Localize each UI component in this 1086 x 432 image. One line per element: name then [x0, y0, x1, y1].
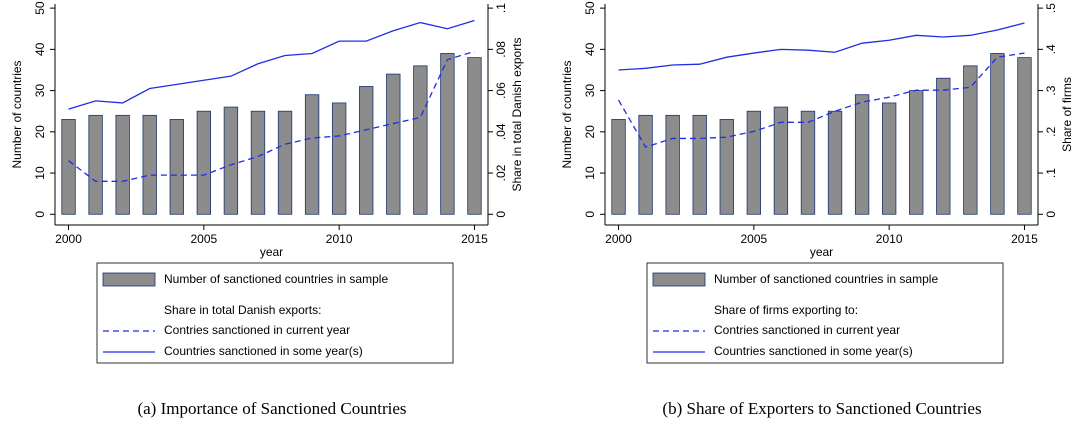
bar	[773, 106, 789, 215]
line-series	[68, 19, 475, 110]
x-tick-label: 2000	[605, 232, 632, 246]
y2-tick-label: .1	[494, 3, 508, 13]
legend-label: Number of sanctioned countries in sample	[714, 272, 938, 286]
y2-tick-label: .04	[494, 123, 508, 140]
bar	[692, 114, 707, 215]
legend-label: Contries sanctioned in current year	[164, 323, 350, 337]
line-series	[618, 22, 1025, 71]
y2-axis-label: Share of firms	[1060, 77, 1074, 152]
legend-box	[646, 262, 1004, 364]
y2-tick-label: .4	[1044, 44, 1058, 54]
x-tick-label: 2000	[55, 232, 82, 246]
y-tick-label: 0	[583, 211, 597, 218]
legend-label: Countries sanctioned in some year(s)	[164, 344, 363, 358]
y-tick-label: 40	[33, 42, 47, 56]
caption: (b) Share of Exporters to Sanctioned Cou…	[662, 399, 981, 418]
bar	[936, 77, 951, 215]
y-tick-label: 20	[583, 125, 597, 139]
chart: 0 10 20 30 40 50 0 .02 .04 .06 .08 .1 2000 2005 2010 20…	[10, 1, 524, 418]
y2-tick-label: 0	[1044, 211, 1058, 218]
bar	[638, 114, 653, 215]
y2-tick-label: .5	[1044, 3, 1058, 13]
y-tick-label: 40	[583, 42, 597, 56]
bar	[467, 57, 482, 215]
bar	[963, 65, 978, 215]
bar	[440, 53, 455, 215]
bar	[386, 73, 401, 215]
y-tick-label: 0	[33, 211, 47, 218]
y-tick-label: 30	[583, 84, 597, 98]
bar	[169, 119, 184, 215]
legend-label: Number of sanctioned countries in sample	[164, 272, 388, 286]
bar	[413, 65, 428, 215]
bar	[854, 94, 870, 215]
y-tick-label: 10	[583, 166, 597, 180]
y-tick-label: 50	[33, 1, 47, 15]
y2-tick-label: .3	[1044, 85, 1058, 95]
bar	[359, 86, 374, 215]
bar	[881, 102, 897, 215]
y-tick-label: 10	[33, 166, 47, 180]
x-axis-label: year	[810, 245, 833, 259]
y2-tick-label: .08	[494, 41, 508, 58]
y-axis-label: Number of countries	[560, 60, 574, 168]
bar	[665, 114, 680, 215]
bar	[331, 102, 347, 215]
y2-tick-label: .1	[1044, 168, 1058, 178]
x-tick-label: 2010	[326, 232, 353, 246]
y2-tick-label: .02	[494, 164, 508, 181]
legend-title: Share of firms exporting to:	[714, 303, 858, 317]
bar	[909, 90, 924, 215]
y-axis-label: Number of countries	[10, 60, 24, 168]
bar	[719, 119, 734, 215]
bar	[800, 110, 816, 215]
y2-tick-label: 0	[494, 211, 508, 218]
y-tick-label: 20	[33, 125, 47, 139]
legend-swatch	[102, 272, 156, 287]
y-tick-label: 30	[33, 84, 47, 98]
x-tick-label: 2005	[190, 232, 217, 246]
bar	[304, 94, 320, 215]
x-tick-label: 2015	[461, 232, 488, 246]
bar	[61, 119, 76, 215]
legend-swatch	[652, 272, 706, 287]
y2-axis-label: Share in total Danish exports	[510, 37, 524, 191]
y2-tick-label: .06	[494, 82, 508, 99]
x-tick-label: 2015	[1011, 232, 1038, 246]
legend-box	[96, 262, 454, 364]
bar	[746, 110, 762, 215]
x-tick-label: 2010	[876, 232, 903, 246]
bar	[223, 106, 239, 215]
bar	[277, 110, 293, 215]
caption: (a) Importance of Sanctioned Countries	[137, 399, 406, 418]
bar	[88, 114, 103, 215]
x-axis-label: year	[260, 245, 283, 259]
bar	[196, 110, 212, 215]
bar	[611, 119, 626, 215]
bar	[250, 110, 266, 215]
y2-tick-label: .2	[1044, 126, 1058, 136]
bar	[115, 114, 130, 215]
bar	[827, 110, 843, 215]
bar	[1017, 57, 1032, 215]
bar	[990, 53, 1005, 215]
legend-label: Contries sanctioned in current year	[714, 323, 900, 337]
legend-title: Share in total Danish exports:	[164, 303, 321, 317]
x-tick-label: 2005	[740, 232, 767, 246]
legend-label: Countries sanctioned in some year(s)	[714, 344, 913, 358]
bar	[142, 114, 157, 215]
line-series	[617, 52, 1025, 148]
chart: 0 10 20 30 40 50 0 .1 .2 .3 .4 .5 2000 2005 2010 2015 ye…	[560, 1, 1074, 418]
y-tick-label: 50	[583, 1, 597, 15]
line-series	[68, 50, 475, 182]
